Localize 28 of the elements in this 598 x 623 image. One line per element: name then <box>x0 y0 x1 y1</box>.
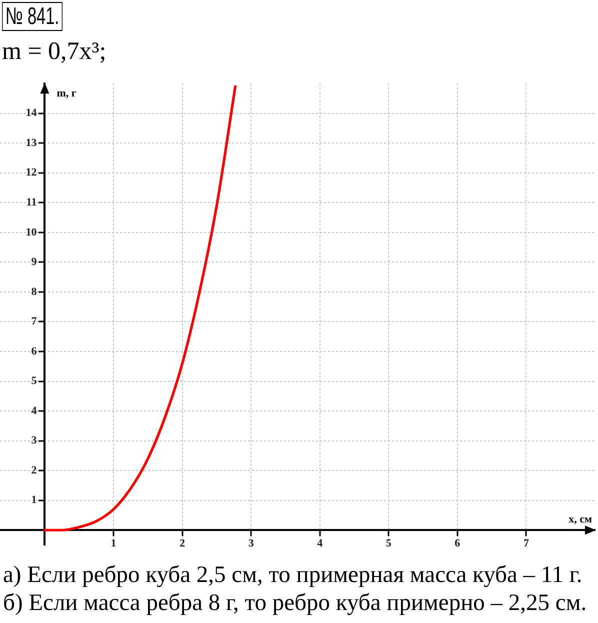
x-axis-title: x, см <box>568 513 593 526</box>
x-tick-label: 4 <box>317 538 324 550</box>
line-series <box>43 85 237 532</box>
y-tick-label: 13 <box>26 136 38 149</box>
y-tick-label: 9 <box>31 256 38 268</box>
text: б) Если масса ребра 8 г, то ребро куба примерно – 2,25 см. <box>3 589 587 617</box>
y-tick-label: 14 <box>26 107 38 120</box>
y-tick-label: 8 <box>31 286 38 298</box>
y-tick-label: 6 <box>31 345 38 358</box>
x-tick-label: 5 <box>386 538 392 550</box>
y-axis-title: m, г <box>56 87 76 100</box>
y-tick-label: 12 <box>26 166 38 179</box>
x-tick-label: 1 <box>110 538 116 550</box>
x-tick-label: 2 <box>180 538 186 550</box>
y-tick-label: 5 <box>31 375 38 388</box>
x-tick-label: 3 <box>248 538 254 550</box>
y-tick-label: 1 <box>31 494 37 506</box>
y-tick-label: 7 <box>31 316 38 328</box>
chart-title: № 841. <box>2 2 63 31</box>
x-tick-label: 7 <box>523 538 530 550</box>
y-tick-label: 2 <box>31 464 38 476</box>
y-tick-label: 10 <box>26 226 38 238</box>
y-tick-label: 11 <box>26 196 37 209</box>
chart-subtitle: m = 0,7x³; <box>2 37 106 67</box>
x-tick-label: 6 <box>454 538 461 550</box>
y-tick-label: 4 <box>31 404 38 417</box>
text: а) Если ребро куба 2,5 см, то примерная масса куба – 11 г. <box>3 561 584 589</box>
y-tick-label: 3 <box>31 434 38 447</box>
